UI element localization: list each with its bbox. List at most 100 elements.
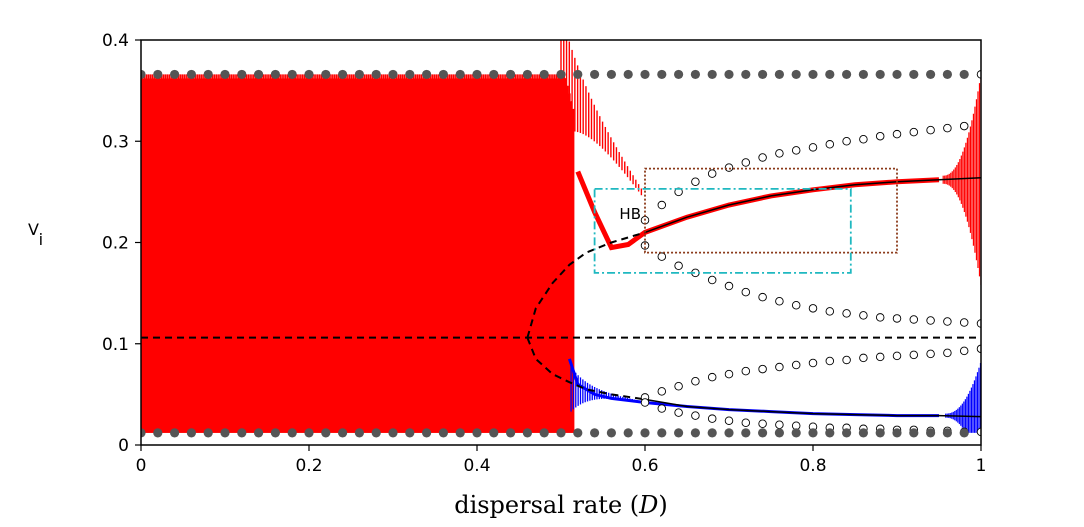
orbit-dot (186, 69, 196, 80)
orbit-dot (623, 428, 633, 438)
orbit-circle-point (724, 281, 734, 291)
orbit-dot (237, 428, 247, 438)
blue-series-line (567, 358, 939, 418)
orbit-dot (741, 69, 751, 80)
orbit-dot (707, 428, 717, 438)
orbit-dot (388, 69, 398, 80)
orbit-dot (438, 69, 448, 80)
orbit-dot (220, 69, 230, 80)
orbit-dot (203, 428, 213, 438)
orbit-dot (170, 428, 180, 438)
y-tick-label: 0.3 (102, 132, 129, 152)
orbit-dot (825, 69, 835, 80)
orbit-circle-point (859, 134, 868, 144)
orbit-circle-point (808, 304, 818, 313)
orbit-dot (858, 69, 869, 80)
orbit-circle-point (943, 348, 952, 358)
orbit-dot (455, 69, 465, 80)
orbit-dot (354, 69, 364, 80)
orbit-circle-point (909, 127, 919, 137)
orbit-circles-lower-outer (640, 344, 981, 402)
orbit-dot (875, 428, 885, 438)
orbit-dot (590, 69, 600, 80)
orbit-dot (472, 69, 482, 80)
orbit-circle-point (707, 372, 717, 382)
orbit-circle-point (976, 70, 981, 79)
orbit-circle-point (741, 366, 751, 376)
y-tick-label: 0 (118, 436, 129, 456)
orbit-dot (858, 428, 869, 438)
orbit-circle-point (909, 315, 919, 324)
orbit-dot (942, 69, 953, 80)
orbit-dot (321, 428, 331, 438)
orbit-dot (170, 69, 180, 80)
orbit-dot (758, 428, 768, 438)
orbit-circle-point (707, 275, 717, 285)
orbit-dot (438, 428, 448, 438)
orbit-dot (405, 428, 415, 438)
orbit-circle-point (657, 387, 667, 396)
orbit-dot (270, 69, 280, 80)
orbit-dot (321, 69, 331, 80)
orbit-circle-point (758, 419, 767, 428)
orbit-circle-point (926, 125, 935, 135)
orbit-circle-point (791, 360, 801, 370)
orbit-circle-point (707, 169, 717, 178)
x-axis-label-var: D (638, 491, 658, 519)
orbit-dot (304, 69, 314, 80)
orbit-circle-point (791, 146, 801, 155)
red-oscillation-band (141, 40, 981, 433)
periodic-orbit-max-dots (141, 69, 969, 80)
orbit-dot (153, 428, 163, 438)
orbit-dot (422, 69, 432, 80)
y-tick-label: 0.1 (102, 335, 129, 355)
orbit-dot (774, 428, 785, 438)
orbit-circle-point (775, 420, 784, 430)
orbit-dot (640, 69, 650, 80)
orbit-dot (892, 69, 902, 80)
blue-oscillation (570, 362, 981, 433)
orbit-circle-point (724, 163, 734, 172)
orbit-dot (287, 428, 297, 438)
orbit-dot (674, 428, 684, 438)
orbit-dot (926, 428, 936, 438)
orbit-dot (959, 428, 969, 438)
orbit-dot (371, 69, 381, 80)
orbit-circle-point (640, 241, 650, 250)
orbit-circle-point (976, 344, 981, 354)
orbit-dot (842, 428, 852, 438)
orbit-circle-point (775, 296, 784, 306)
orbit-circle-point (875, 313, 885, 322)
x-tick-label: 0.6 (631, 456, 658, 476)
orbit-circle-point (842, 136, 851, 146)
orbit-circle-point (892, 314, 902, 323)
orbit-circle-point (691, 411, 700, 420)
orbit-dot (506, 69, 516, 80)
orbit-circle-point (926, 349, 935, 359)
orbit-dot (842, 69, 852, 80)
stable-branch-lower (644, 398, 981, 418)
orbit-dot (808, 428, 818, 438)
orbit-dot (825, 428, 835, 438)
orbit-circle-point (825, 307, 835, 316)
annotation-hb: HB (619, 205, 641, 223)
orbit-dot (657, 428, 667, 438)
orbit-circle-point (691, 177, 700, 186)
orbit-dot (909, 69, 919, 80)
orbit-dot (287, 69, 297, 80)
orbit-dot (590, 428, 600, 438)
orbit-dot (573, 428, 583, 438)
orbit-dot (203, 69, 213, 80)
orbit-circle-point (657, 200, 667, 210)
orbit-dot (724, 69, 734, 80)
y-axis-label-main: V (28, 220, 39, 239)
orbit-dot (875, 69, 885, 80)
orbit-dot (690, 69, 701, 80)
orbit-circle-point (758, 292, 767, 302)
unstable-branch-lower (526, 337, 646, 401)
orbit-dot (556, 428, 566, 438)
x-tick-label: 1 (976, 456, 987, 476)
orbit-dot (758, 69, 768, 80)
orbit-circle-point (674, 261, 683, 271)
box-inner-box (593, 187, 852, 274)
